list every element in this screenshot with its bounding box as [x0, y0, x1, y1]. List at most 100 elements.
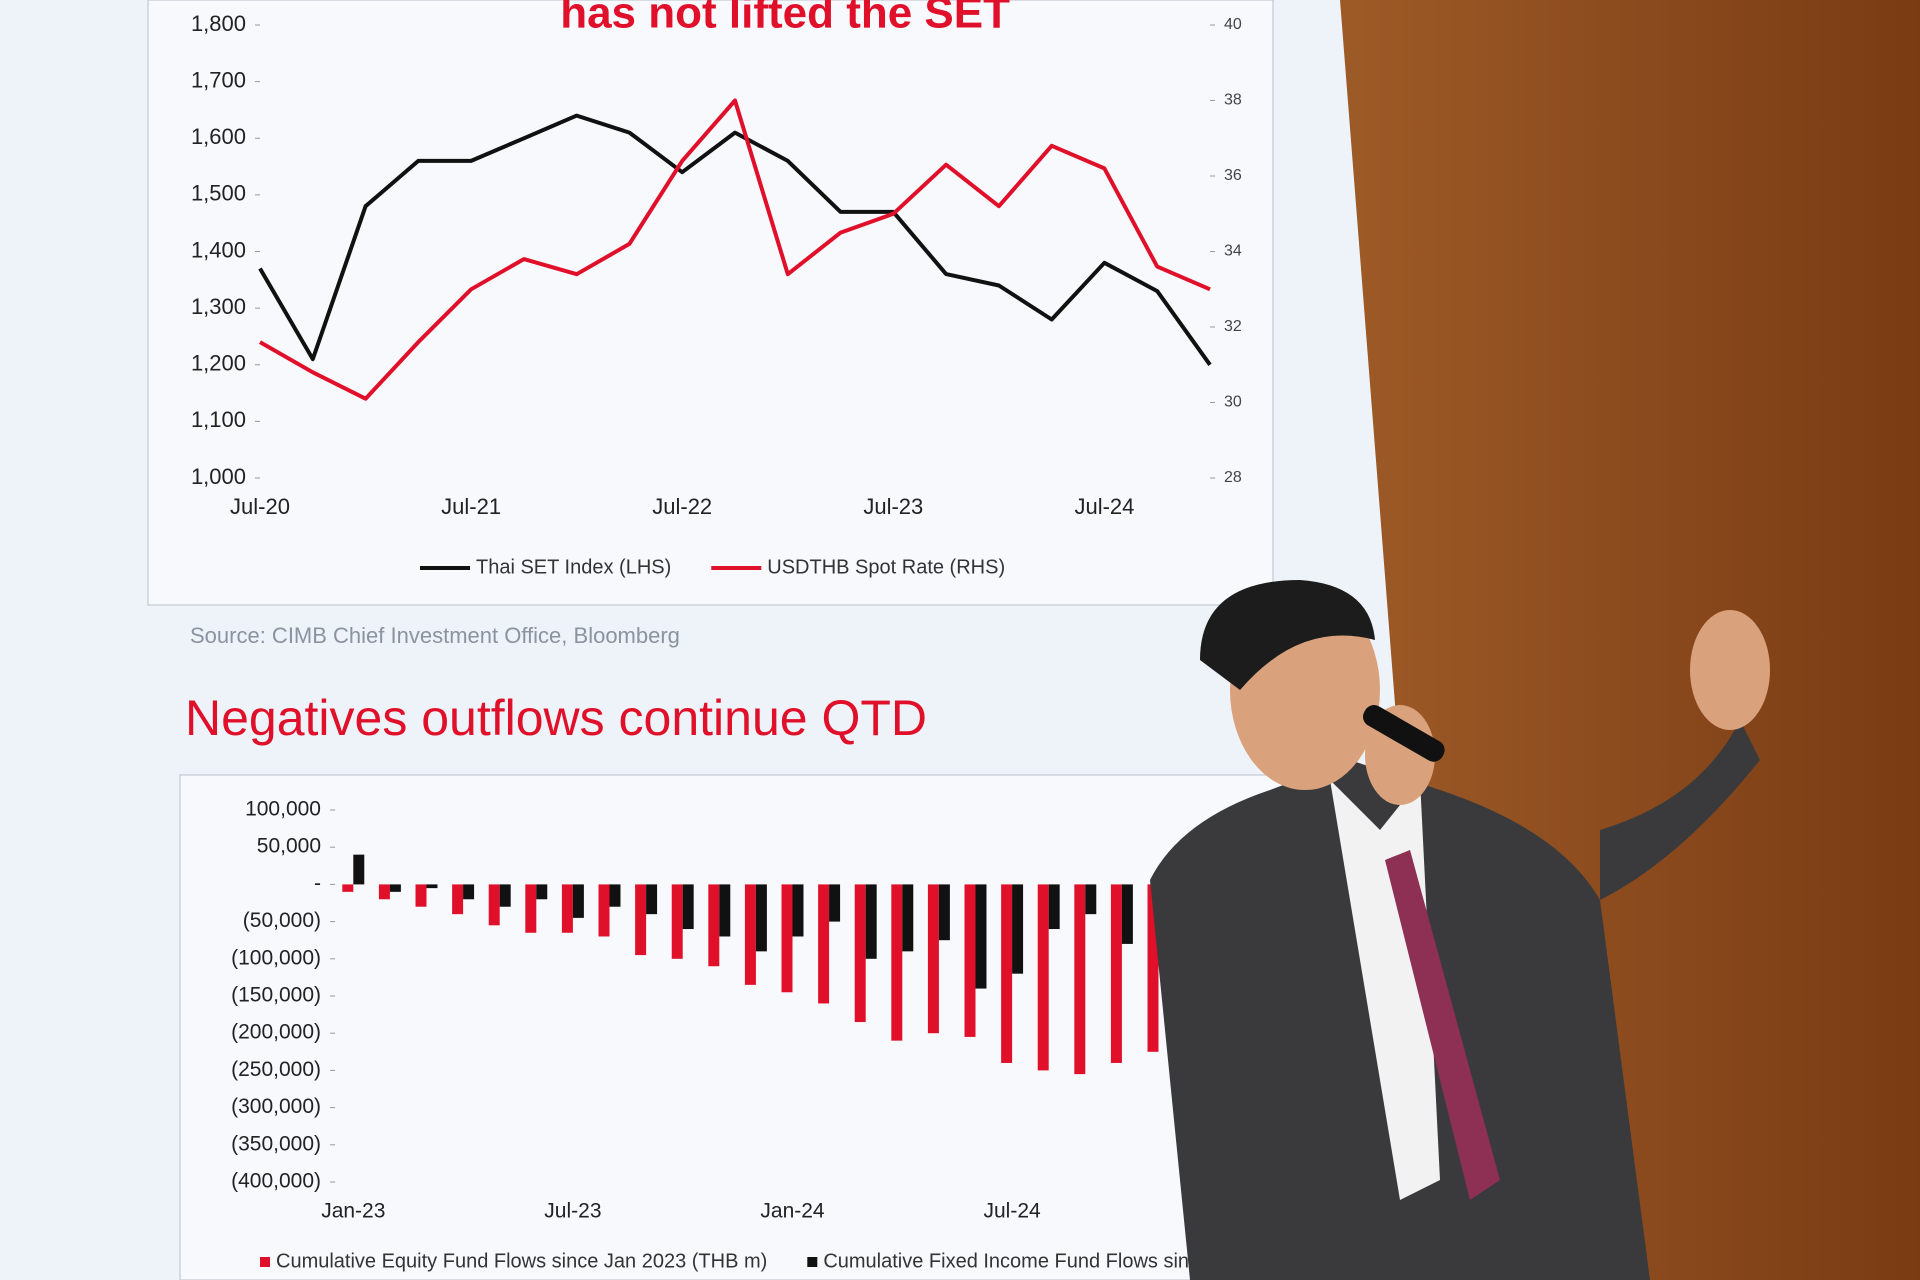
- x-tick-label: Jul-24: [1074, 494, 1134, 519]
- y-tick-label: -: [314, 872, 321, 895]
- bar: [1085, 884, 1097, 915]
- y-tick-label: (100,000): [231, 946, 321, 969]
- y-tick-label: (300,000): [231, 1095, 321, 1118]
- bar: [1048, 884, 1060, 930]
- y-tick-label: 1,800: [191, 11, 246, 36]
- bar: [938, 884, 950, 941]
- y-tick-label: (50,000): [243, 909, 321, 932]
- x-tick-label: Jan-23: [321, 1200, 385, 1223]
- source-note: Source: CIMB Chief Investment Office, Bl…: [190, 623, 680, 648]
- legend-swatch: [260, 1257, 270, 1267]
- y2-tick-label: 34: [1224, 243, 1242, 260]
- x-tick-label: Jul-24: [983, 1200, 1041, 1223]
- bar: [927, 884, 939, 1034]
- y-tick-label: (400,000): [231, 1170, 321, 1193]
- y-tick-label: 1,100: [191, 407, 246, 432]
- bar: [415, 884, 427, 907]
- y2-tick-label: 30: [1224, 394, 1242, 411]
- bar: [755, 884, 767, 952]
- bar: [463, 884, 475, 900]
- bar: [1147, 884, 1159, 1052]
- bar: [1037, 884, 1049, 1071]
- bar: [609, 884, 621, 907]
- x-tick-label: Jul-22: [652, 494, 712, 519]
- line-series: [258, 113, 1212, 366]
- bar: [975, 884, 987, 989]
- y2-tick-label: 40: [1224, 16, 1242, 33]
- y-tick-label: (350,000): [231, 1132, 321, 1155]
- bar: [829, 884, 841, 922]
- bar: [488, 884, 500, 926]
- microphone: [1363, 704, 1445, 762]
- y-tick-label: 1,200: [191, 351, 246, 376]
- bar: [854, 884, 866, 1023]
- bar: [964, 884, 976, 1037]
- tie: [1385, 850, 1500, 1200]
- legend-swatch: [807, 1257, 818, 1267]
- y-tick-label: 1,600: [191, 124, 246, 149]
- bar: [598, 884, 610, 937]
- bar: [1074, 884, 1086, 1075]
- y-tick-label: 1,000: [191, 464, 246, 489]
- x-tick-label: Jul-23: [544, 1200, 601, 1223]
- bar: [1001, 884, 1013, 1063]
- bar: [572, 884, 584, 918]
- y-tick-label: 1,500: [191, 181, 246, 206]
- y2-tick-label: 38: [1224, 92, 1242, 109]
- legend-label: USDTHB Spot Rate (RHS): [767, 556, 1005, 578]
- chart-title: Negatives outflows continue QTD: [185, 690, 927, 746]
- y2-tick-label: 32: [1224, 318, 1242, 335]
- y-tick-label: 1,300: [191, 294, 246, 319]
- chart-title: has not lifted the SET: [560, 0, 1010, 38]
- y-tick-label: (150,000): [231, 984, 321, 1007]
- y2-tick-label: 36: [1224, 167, 1242, 184]
- x-tick-label: Jan-24: [760, 1200, 825, 1223]
- y-tick-label: 1,700: [191, 67, 246, 92]
- bar: [525, 884, 537, 933]
- bar: [708, 884, 720, 967]
- bar: [426, 884, 438, 889]
- legend-label: Cumulative Equity Fund Flows since Jan 2…: [276, 1250, 767, 1272]
- bar: [378, 884, 390, 900]
- legend-label: Thai SET Index (LHS): [476, 556, 671, 578]
- bar: [744, 884, 756, 985]
- bar: [561, 884, 573, 933]
- bar: [536, 884, 548, 900]
- bar: [353, 854, 365, 885]
- x-tick-label: Jul-21: [441, 494, 501, 519]
- hair: [1200, 580, 1375, 690]
- bar: [1121, 884, 1133, 944]
- y-tick-label: 50,000: [257, 835, 321, 858]
- line-series: [259, 98, 1211, 401]
- bar: [671, 884, 683, 959]
- bar: [1110, 884, 1122, 1063]
- bar: [682, 884, 694, 930]
- y2-tick-label: 28: [1224, 469, 1242, 486]
- bar: [452, 884, 464, 915]
- arm: [1600, 720, 1760, 900]
- bar: [719, 884, 731, 937]
- legend-label: Cumulative Fixed Income Fund Flows since…: [823, 1250, 1248, 1272]
- bar: [818, 884, 830, 1004]
- x-tick-label: Jul-20: [230, 494, 290, 519]
- bar: [499, 884, 511, 907]
- bar: [865, 884, 877, 959]
- x-tick-label: Jul-23: [863, 494, 923, 519]
- y-tick-label: (200,000): [231, 1021, 321, 1044]
- bar: [902, 884, 914, 952]
- raised-hand: [1690, 610, 1770, 730]
- bar: [389, 884, 401, 892]
- bar: [891, 884, 903, 1041]
- bar: [1012, 884, 1024, 974]
- y-tick-label: 1,400: [191, 237, 246, 262]
- chart-frame: [147, 0, 1274, 606]
- bar: [792, 884, 804, 937]
- y-tick-label: 100,000: [245, 798, 321, 821]
- y-tick-label: (250,000): [231, 1058, 321, 1081]
- bar: [342, 884, 354, 892]
- bar: [646, 884, 658, 915]
- bar: [781, 884, 793, 993]
